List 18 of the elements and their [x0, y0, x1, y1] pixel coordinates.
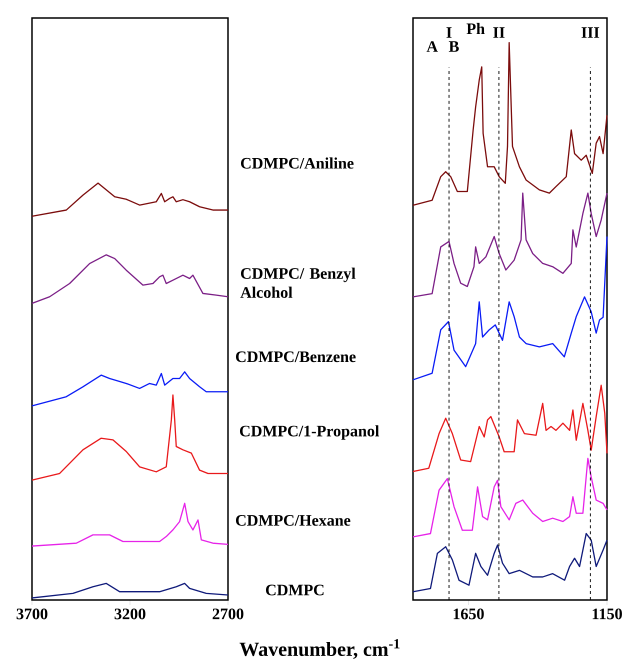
x-tick-label: 1650: [454, 608, 484, 620]
series-label: CDMPC/Benzene: [236, 351, 356, 362]
text: Ph: [466, 22, 485, 34]
x-tick-label: 1150: [592, 608, 622, 620]
annotation: B: [448, 41, 459, 52]
x-tick-label: 3200: [114, 608, 146, 620]
series-label: CDMPC/Hexane: [236, 515, 350, 526]
text: CDMPC/1-Propanol: [240, 425, 380, 440]
x-tick-label: 2700: [212, 608, 244, 620]
ref-line-label: II: [493, 27, 505, 38]
ref-line-label: I: [446, 27, 452, 38]
text: CDMPC/Aniline: [240, 157, 354, 169]
series-label: CDMPC/ Benzyl Alcohol: [240, 268, 356, 298]
x-tick-label: 3700: [16, 608, 48, 620]
ref-line-label: III: [582, 27, 600, 38]
x-axis-title: Wavenumber, cm$^{-1}$: [240, 639, 400, 659]
text: CDMPC: [266, 584, 324, 596]
annotation: A: [426, 41, 438, 52]
